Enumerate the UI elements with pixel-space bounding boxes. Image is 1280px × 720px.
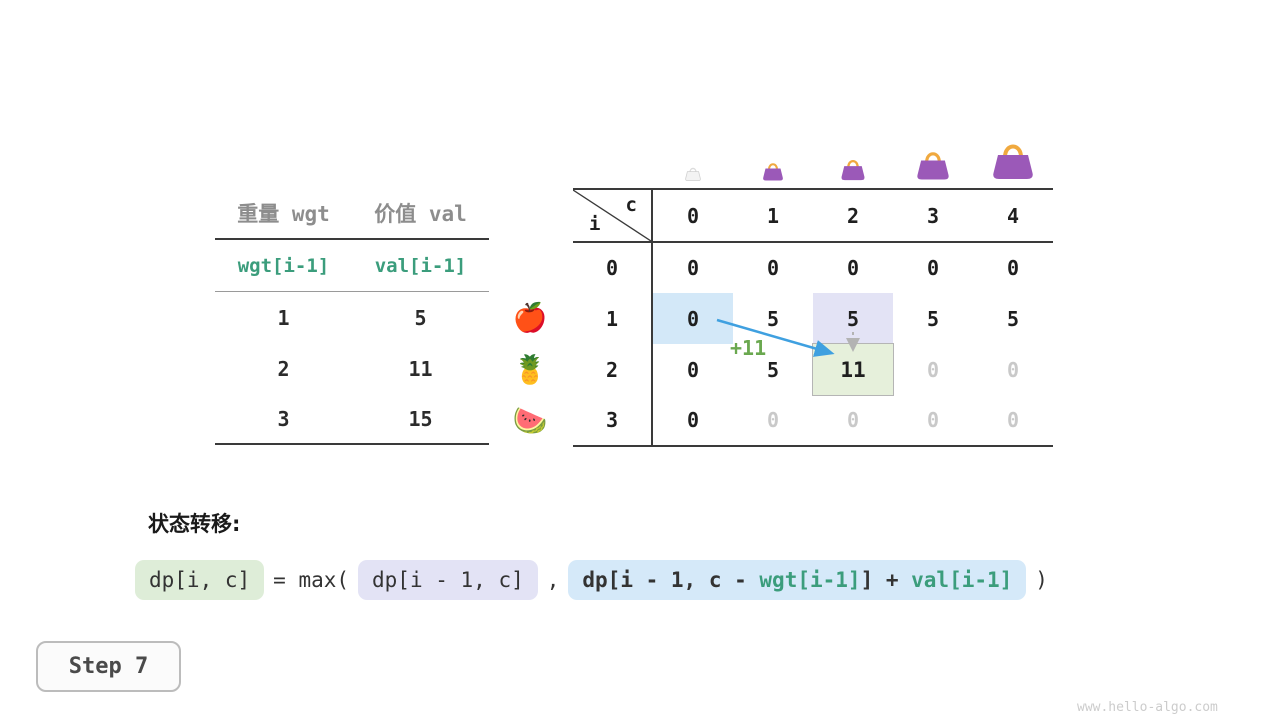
- item-value: 15: [408, 406, 433, 431]
- state-transition-title: 状态转移:: [148, 512, 241, 536]
- dp-cell-above-highlight: 5: [813, 293, 893, 344]
- formula-skip-term-badge: dp[i - 1, c]: [358, 560, 538, 600]
- item-weight: 3: [277, 406, 290, 431]
- capacity-axis-label: c: [625, 194, 637, 216]
- dp-row-header: 2: [573, 344, 653, 395]
- dp-row-header: 0: [573, 243, 653, 293]
- dp-col-header: 4: [1006, 203, 1020, 228]
- dp-cell-pending: 0: [926, 357, 940, 382]
- dp-col-header: 0: [686, 203, 700, 228]
- step-indicator: Step 7: [36, 641, 181, 692]
- added-value-label: +11: [730, 336, 767, 360]
- dp-cell-pending: 0: [1006, 357, 1020, 382]
- item-value: 5: [414, 305, 427, 330]
- weight-column-header: 重量 wgt: [237, 202, 330, 226]
- val-var-label: val[i-1]: [374, 254, 467, 277]
- wgt-var-label: wgt[i-1]: [237, 254, 330, 277]
- bag-icon-capacity-4: [989, 138, 1037, 182]
- dp-col-header: 3: [926, 203, 940, 228]
- dp-cell-source-highlight: 0: [653, 293, 733, 344]
- dp-col-header: 1: [766, 203, 780, 228]
- dp-row-header: 3: [573, 395, 653, 445]
- item-table: 重量 wgt 价值 val wgt[i-1] val[i-1] 1 5 2 11…: [215, 188, 489, 445]
- formula-separator: ,: [546, 568, 560, 592]
- dp-cell: 0: [686, 357, 700, 382]
- take-term-val: val[i-1]: [911, 568, 1013, 592]
- formula-operator: = max(: [273, 568, 350, 592]
- formula-lhs-badge: dp[i, c]: [135, 560, 265, 600]
- dp-row: 3 0 0 0 0 0: [573, 395, 1053, 445]
- state-transition-formula: dp[i, c] = max( dp[i - 1, c] , dp[i - 1,…: [135, 560, 1048, 600]
- bag-icon-capacity-3: [914, 147, 952, 182]
- item-row: 2 11: [215, 343, 489, 394]
- dp-cell: 5: [1006, 306, 1020, 331]
- item-row: 3 15: [215, 394, 489, 445]
- apple-icon: 🍎: [512, 301, 548, 334]
- bag-icon-capacity-1: [761, 160, 785, 182]
- dp-row: 2 0 5 11 0 0: [573, 343, 1053, 396]
- pineapple-icon: 🍍: [512, 353, 548, 386]
- item-row: 1 5: [215, 292, 489, 343]
- item-weight: 2: [277, 356, 290, 381]
- dp-cell-pending: 0: [846, 408, 860, 432]
- formula-closing-paren: ): [1035, 568, 1048, 592]
- dp-cell-pending: 0: [926, 408, 940, 432]
- site-watermark: www.hello-algo.com: [1077, 700, 1218, 715]
- item-value: 11: [408, 356, 433, 381]
- dp-cell: 5: [926, 306, 940, 331]
- dp-cell-pending: 0: [1006, 408, 1020, 432]
- dp-cell: 0: [846, 256, 860, 280]
- dp-cell: 0: [766, 256, 780, 280]
- item-table-var-row: wgt[i-1] val[i-1]: [215, 240, 489, 292]
- dp-row: 1 0 5 5 5 5: [573, 293, 1053, 344]
- dp-corner-cell: c i: [573, 190, 653, 241]
- take-term-wgt: wgt[i-1]: [759, 568, 861, 592]
- dp-cell: 0: [926, 256, 940, 280]
- bag-icon-capacity-2: [839, 156, 867, 182]
- dp-col-header: 2: [846, 203, 860, 228]
- take-term-prefix: dp[i - 1, c -: [582, 568, 760, 592]
- dp-cell: 0: [686, 256, 700, 280]
- item-weight: 1: [277, 305, 290, 330]
- dp-row: 0 0 0 0 0 0: [573, 243, 1053, 293]
- dp-cell: 0: [1006, 256, 1020, 280]
- watermelon-icon: 🍉: [512, 404, 548, 437]
- dp-cell: 0: [686, 408, 700, 432]
- bag-icon-capacity-0: [684, 165, 702, 182]
- dp-cell-current-highlight: 11: [812, 343, 894, 396]
- dp-cell-pending: 0: [766, 408, 780, 432]
- item-table-header: 重量 wgt 价值 val: [215, 188, 489, 240]
- value-column-header: 价值 val: [374, 202, 467, 226]
- dp-cell: 5: [766, 357, 780, 382]
- dp-table: c i 0 1 2 3 4 0 0 0 0 0 0 1 0 5 5 5 5 2: [573, 188, 1053, 447]
- dp-header-row: c i 0 1 2 3 4: [573, 190, 1053, 243]
- take-term-mid: ] +: [860, 568, 912, 592]
- corner-diagonal-line: [573, 190, 651, 241]
- item-axis-label: i: [589, 213, 601, 235]
- formula-take-term-badge: dp[i - 1, c - wgt[i-1]] + val[i-1]: [568, 560, 1027, 600]
- dp-row-header: 1: [573, 293, 653, 344]
